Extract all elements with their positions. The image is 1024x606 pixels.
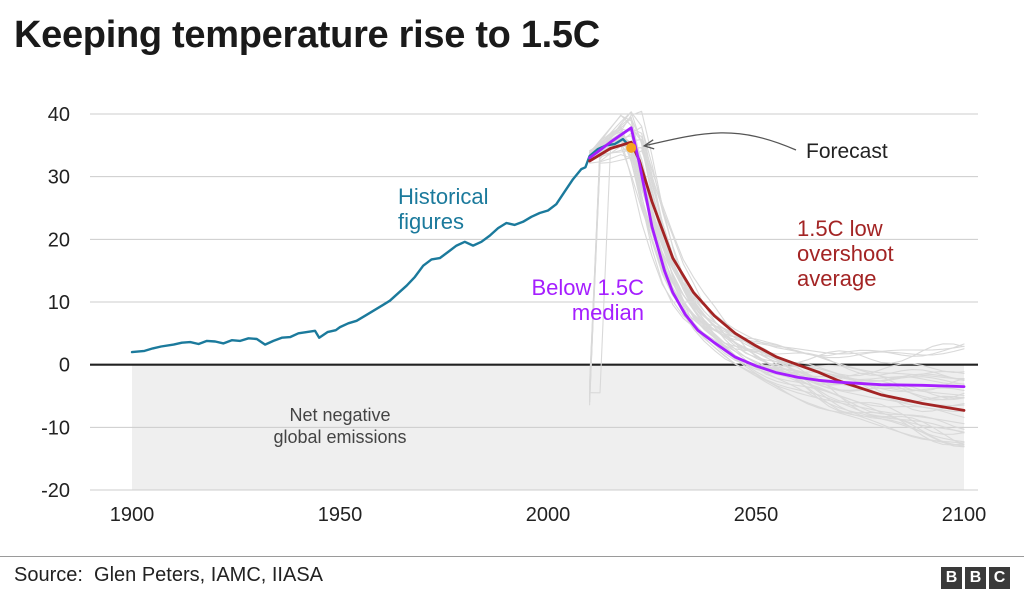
x-tick-label: 2050: [734, 504, 779, 526]
series-label-historical: Historical: [398, 184, 488, 209]
series-label-overshoot: average: [797, 266, 877, 291]
y-tick-label: 10: [48, 292, 70, 314]
x-tick-label: 2000: [526, 504, 571, 526]
series-label-overshoot: overshoot: [797, 241, 894, 266]
source-credit: Source: Glen Peters, IAMC, IIASA: [14, 564, 324, 586]
y-tick-label: 40: [48, 104, 70, 126]
negative-emissions-label: Net negative: [289, 405, 390, 425]
series-label-historical: figures: [398, 209, 464, 234]
y-tick-label: 30: [48, 167, 70, 189]
series-label-overshoot: 1.5C low: [797, 216, 883, 241]
y-tick-label: 0: [59, 355, 70, 377]
bbc-logo: B B C: [941, 567, 1010, 589]
series-label-median: Below 1.5C: [531, 275, 644, 300]
forecast-arrow: [644, 132, 797, 151]
bbc-logo-letter: B: [965, 567, 986, 589]
chart-title: Keeping temperature rise to 1.5C: [14, 14, 600, 56]
forecast-arrowhead: [642, 139, 655, 150]
bbc-logo-letter: C: [989, 567, 1010, 589]
x-tick-label: 2100: [942, 504, 987, 526]
x-tick-label: 1950: [318, 504, 363, 526]
series-line-historical: [130, 137, 633, 354]
scenario-line: [589, 136, 965, 377]
scenario-line: [589, 137, 965, 434]
scenario-line: [589, 133, 965, 357]
scenario-line: [589, 144, 965, 380]
y-tick-label: -10: [41, 417, 70, 439]
scenario-line: [589, 128, 965, 446]
y-tick-label: -20: [41, 480, 70, 502]
bbc-logo-letter: B: [941, 567, 962, 589]
scenario-line: [589, 131, 965, 448]
line-chart: 40 30 20 10 0 -10 -20 1900 1950 2000 2050 2100 Net n…: [41, 104, 987, 526]
scenario-line: [589, 111, 965, 397]
scenario-line: [589, 138, 965, 398]
y-tick-label: 20: [48, 229, 70, 251]
negative-emissions-label: global emissions: [273, 427, 406, 447]
scenario-line: [589, 126, 965, 394]
scenario-line: [589, 126, 965, 430]
series-label-median: median: [572, 300, 644, 325]
x-tick-label: 1900: [110, 504, 155, 526]
footer-divider: [0, 556, 1024, 557]
series-line-median: [588, 126, 966, 389]
forecast-point: [626, 142, 637, 153]
forecast-label: Forecast: [806, 140, 888, 163]
